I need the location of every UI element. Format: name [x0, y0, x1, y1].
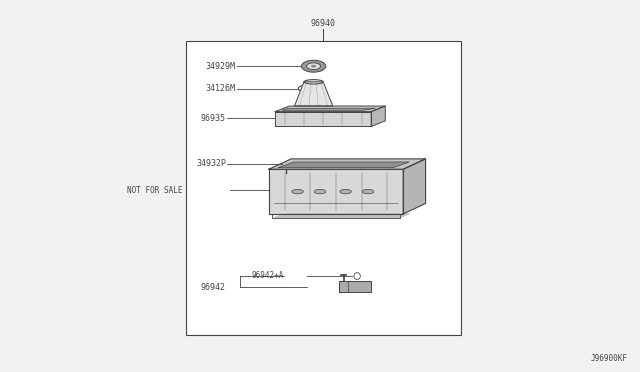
Ellipse shape [301, 60, 326, 72]
Ellipse shape [314, 189, 326, 194]
Ellipse shape [304, 80, 323, 84]
Polygon shape [275, 106, 385, 112]
Polygon shape [294, 82, 333, 106]
Text: 34932P: 34932P [196, 159, 226, 168]
Bar [186, 41, 461, 335]
Ellipse shape [340, 189, 351, 194]
Polygon shape [283, 108, 376, 110]
Ellipse shape [311, 65, 316, 68]
Polygon shape [269, 159, 426, 169]
Ellipse shape [354, 273, 360, 279]
Ellipse shape [362, 189, 374, 194]
Polygon shape [371, 106, 385, 126]
Ellipse shape [298, 84, 325, 93]
Text: NOT FOR SALE: NOT FOR SALE [127, 186, 182, 195]
Ellipse shape [307, 63, 321, 70]
Polygon shape [403, 159, 426, 214]
Text: 96942: 96942 [200, 283, 225, 292]
Ellipse shape [292, 189, 303, 194]
Text: 96935: 96935 [201, 114, 226, 123]
Text: 96940: 96940 [310, 19, 336, 28]
Polygon shape [278, 162, 410, 167]
Polygon shape [272, 213, 412, 218]
Text: J96900KF: J96900KF [590, 354, 627, 363]
Polygon shape [275, 112, 371, 126]
Ellipse shape [282, 162, 291, 168]
Polygon shape [339, 281, 371, 292]
Text: 96942+A: 96942+A [251, 271, 284, 280]
Text: 34929M: 34929M [205, 62, 236, 71]
Polygon shape [269, 169, 403, 214]
Text: 34126M: 34126M [205, 84, 236, 93]
